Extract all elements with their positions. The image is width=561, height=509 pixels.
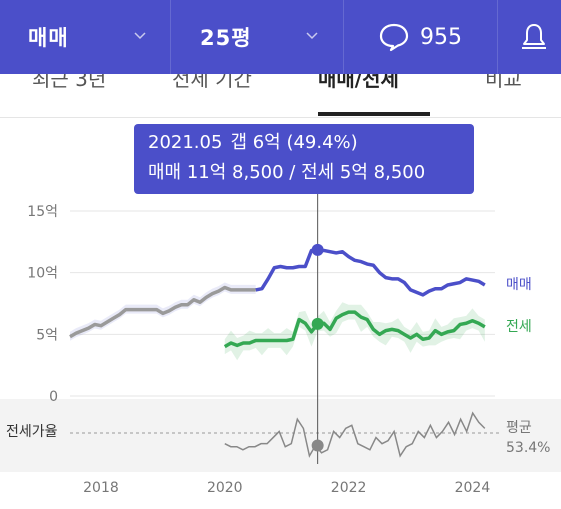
- sale-history-line: [69, 285, 256, 339]
- tab-compare[interactable]: 비교: [485, 74, 522, 91]
- y-tick-label: 10억: [27, 266, 58, 282]
- sale-selected-point: [311, 243, 324, 256]
- jeonse-series-label: 전세: [506, 319, 532, 335]
- tab-sale-jeonse[interactable]: 매매/전세: [318, 74, 399, 91]
- x-tick-label: 2024: [455, 480, 491, 496]
- ratio-selected-point: [311, 439, 324, 452]
- y-tick-label: 0: [49, 389, 58, 405]
- average-label: 평균: [506, 420, 532, 436]
- notification-button[interactable]: [521, 0, 547, 74]
- x-tick-label: 2020: [207, 480, 243, 496]
- type-select[interactable]: 매매: [28, 0, 69, 74]
- comment-count: 955: [420, 24, 462, 50]
- x-tick-label: 2022: [331, 480, 367, 496]
- type-select-label: 매매: [28, 26, 69, 50]
- tooltip-date: 2021.05: [148, 132, 223, 153]
- tooltip-detail: 매매 11억 8,500 / 전세 5억 8,500: [148, 162, 426, 183]
- tooltip-gap: 갭 6억 (49.4%): [230, 132, 358, 153]
- sale-price-line: [255, 248, 486, 297]
- period-tabs: 최근 3년 전세 기간 매매/전세 비교: [0, 74, 561, 118]
- x-tick-label: 2018: [83, 480, 119, 496]
- speech-bubble-icon: [379, 23, 409, 52]
- chevron-down-icon[interactable]: [134, 30, 146, 42]
- average-value: 53.4%: [506, 440, 550, 456]
- active-tab-indicator: [318, 112, 430, 116]
- sale-series-label: 매매: [506, 277, 532, 293]
- ratio-label: 전세가율: [6, 424, 58, 440]
- size-select-label: 25평: [200, 26, 252, 50]
- tab-recent-3y[interactable]: 최근 3년: [32, 74, 107, 91]
- bell-icon: [522, 24, 546, 49]
- jeonse-price-line: [223, 310, 486, 349]
- jeonse-range-area: [224, 302, 485, 361]
- chart-tooltip: 2021.05 갭 6억 (49.4%) 매매 11억 8,500 / 전세 5억…: [134, 124, 474, 194]
- divider: [343, 0, 344, 74]
- y-tick-label: 5억: [36, 327, 58, 343]
- comments-button[interactable]: 955: [378, 0, 462, 74]
- top-bar: 매매 25평 955: [0, 0, 561, 74]
- size-select[interactable]: 25평: [200, 0, 252, 74]
- divider: [170, 0, 171, 74]
- chevron-down-icon[interactable]: [306, 30, 318, 42]
- divider: [497, 0, 498, 74]
- y-tick-label: 15억: [27, 204, 58, 220]
- ratio-line: [224, 411, 486, 458]
- tab-jeonse-period[interactable]: 전세 기간: [172, 74, 252, 91]
- jeonse-selected-point: [311, 317, 324, 330]
